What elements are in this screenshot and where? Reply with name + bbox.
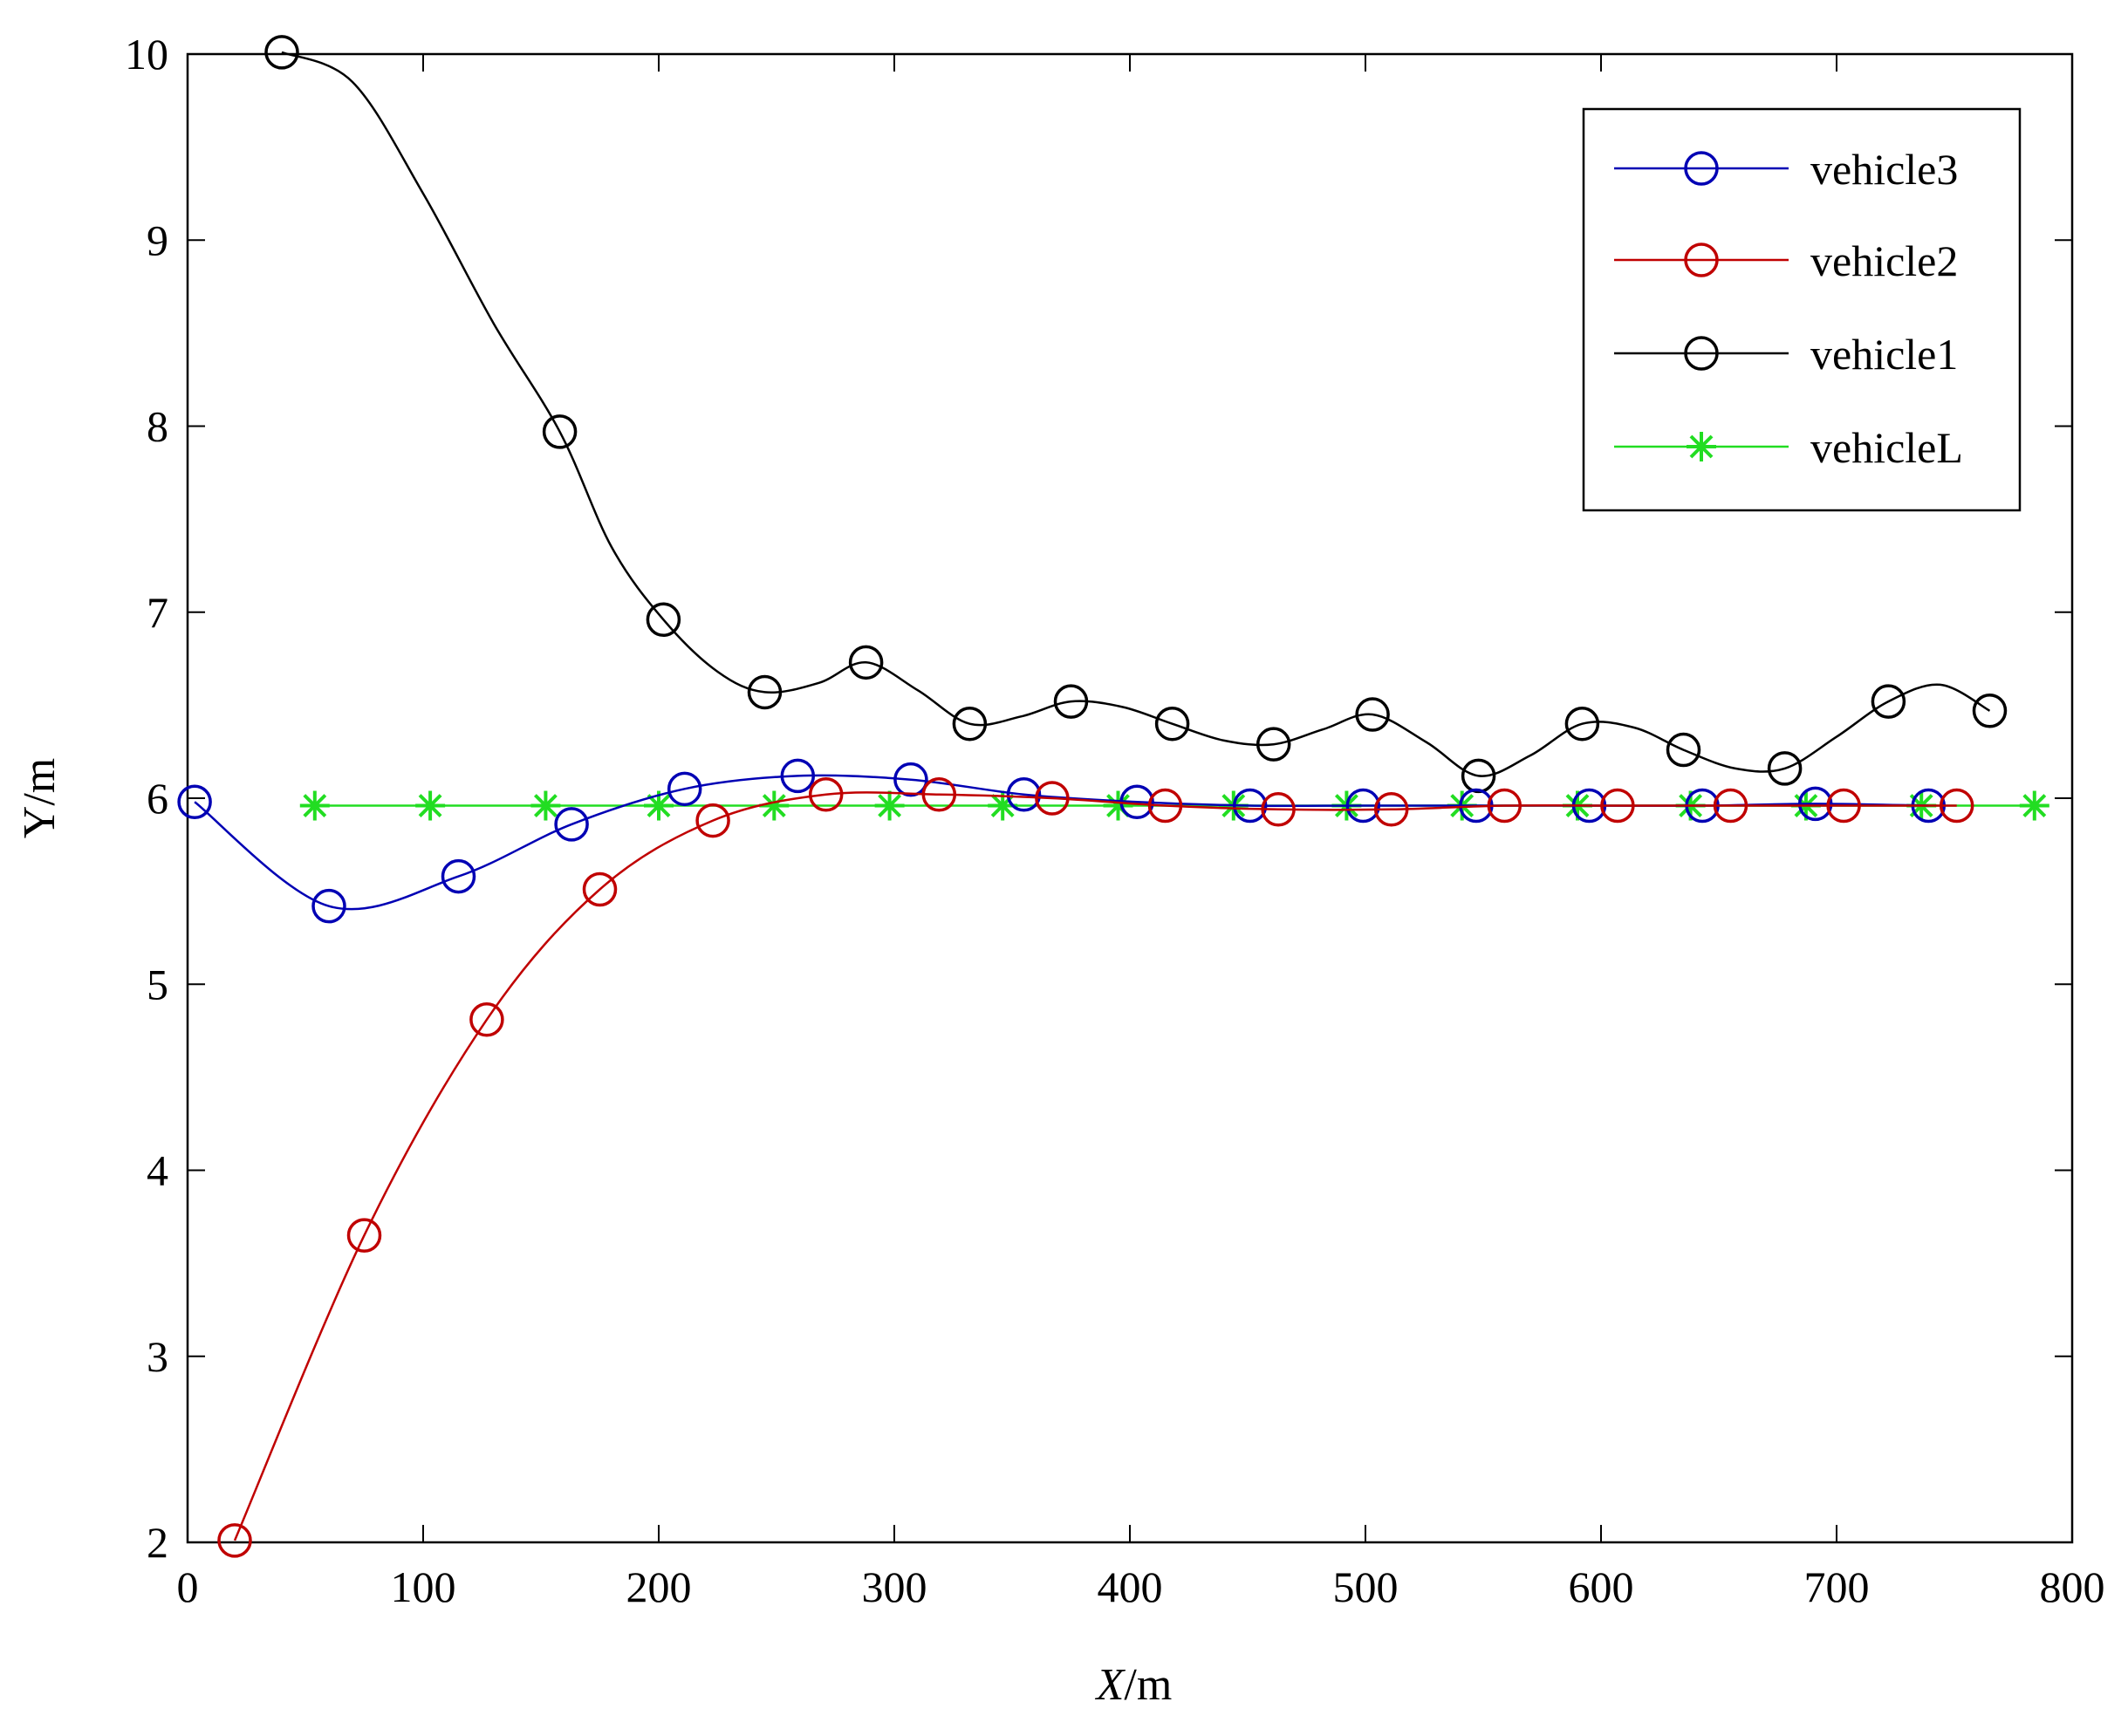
legend-label: vehicleL: [1810, 423, 1963, 472]
x-tick-label: 400: [1098, 1562, 1163, 1611]
legend-box: [1582, 107, 2022, 512]
data-point-vehicle2: [808, 776, 844, 812]
data-point-vehicle1: [952, 706, 988, 742]
data-point-vehicle3: [441, 858, 476, 894]
data-point-vehicle3: [1345, 788, 1381, 824]
legend-marker: [1684, 336, 1719, 371]
data-point-vehicle3: [667, 771, 702, 807]
legend-marker: [1687, 432, 1716, 461]
series-line-vehicle2: [233, 791, 1957, 1541]
data-point-vehicle2: [582, 871, 618, 907]
data-point-vehicle2: [1147, 788, 1183, 824]
series-vehicle2: [217, 776, 1974, 1558]
y-tick-label: 4: [147, 1146, 168, 1195]
data-point-vehicle1: [1666, 732, 1701, 768]
data-point-vehicle1: [646, 602, 681, 638]
axis-ticks: [187, 53, 2073, 1543]
y-tick-label: 8: [147, 402, 168, 451]
data-point-vehicle2: [1373, 792, 1409, 827]
data-point-vehicle3: [780, 758, 816, 794]
y-tick-label: 10: [125, 30, 168, 79]
data-point-vehicle3: [893, 762, 928, 797]
data-point-vehicle2: [1035, 781, 1070, 816]
x-tick-label: 200: [626, 1562, 692, 1611]
legend-label: vehicle2: [1810, 236, 1958, 285]
data-point-vehicleL: [874, 790, 905, 821]
data-point-vehicle2: [1600, 788, 1635, 824]
legend-marker: [1684, 243, 1719, 277]
y-axis-label: Y/m: [15, 758, 65, 838]
data-point-vehicle1: [848, 645, 884, 680]
data-point-vehicleL: [530, 790, 561, 821]
data-point-vehicle2: [469, 1002, 504, 1037]
series-line-vehicle1: [281, 51, 1991, 777]
data-point-vehicle1: [1871, 684, 1906, 719]
legend-item-vehicle2: vehicle2: [1614, 236, 1958, 285]
series-vehicle1: [264, 35, 2008, 794]
data-point-vehicle3: [1797, 786, 1833, 822]
series-layer: [177, 35, 2049, 1558]
data-point-vehicle3: [311, 888, 346, 924]
data-point-vehicleL: [2019, 790, 2049, 821]
y-tick-label: 3: [147, 1332, 168, 1381]
data-point-vehicleL: [759, 790, 790, 821]
legend-marker: [1684, 151, 1719, 186]
y-tick-label: 7: [147, 588, 168, 637]
data-point-vehicle1: [542, 414, 578, 449]
x-tick-label: 600: [1569, 1562, 1634, 1611]
x-tick-labels: 0 100 200 300 400 500 600 700 800: [177, 1562, 2105, 1611]
y-tick-label: 9: [147, 215, 168, 264]
data-point-vehicle3: [1006, 776, 1042, 812]
data-point-vehicle1: [1256, 727, 1291, 762]
y-tick-label: 2: [147, 1518, 168, 1567]
data-point-vehicle1: [1767, 751, 1803, 786]
data-point-vehicle2: [1826, 788, 1861, 824]
legend-item-vehicle1: vehicle1: [1614, 330, 1958, 379]
legend: vehicle3 vehicle2 vehicle1 vehicleL: [1582, 107, 2022, 512]
data-point-vehicle2: [1261, 792, 1296, 827]
data-point-vehicle2: [921, 776, 957, 812]
data-point-vehicle1: [1154, 706, 1190, 742]
x-tick-label: 300: [862, 1562, 927, 1611]
data-point-vehicle2: [695, 803, 730, 838]
x-tick-label: 0: [177, 1562, 199, 1611]
x-axis-label-unit: /m: [1124, 1660, 1172, 1710]
data-point-vehicle1: [264, 35, 299, 70]
x-tick-label: 800: [2040, 1562, 2105, 1611]
data-point-vehicleL: [415, 790, 446, 821]
legend-item-vehicleL: vehicleL: [1614, 423, 1963, 472]
data-point-vehicle2: [346, 1218, 382, 1253]
data-point-vehicle2: [1939, 788, 1974, 824]
x-tick-label: 500: [1333, 1562, 1399, 1611]
data-point-vehicle1: [1355, 697, 1390, 732]
data-point-vehicle2: [217, 1523, 252, 1558]
x-tick-label: 100: [391, 1562, 456, 1611]
data-point-vehicle1: [1564, 706, 1600, 742]
legend-label: vehicle1: [1810, 330, 1958, 379]
data-point-vehicle1: [1972, 694, 2008, 728]
data-point-vehicle2: [1487, 788, 1522, 824]
data-point-vehicle3: [554, 807, 589, 842]
x-axis-label-italic: X: [1095, 1660, 1126, 1710]
data-point-vehicle1: [1053, 684, 1089, 719]
legend-label: vehicle3: [1810, 145, 1958, 194]
data-point-vehicle3: [177, 784, 212, 820]
data-point-vehicle2: [1713, 788, 1748, 824]
legend-item-vehicle3: vehicle3: [1614, 145, 1958, 194]
x-tick-label: 700: [1804, 1562, 1870, 1611]
y-tick-labels: 2 3 4 5 6 7 8 9 10: [125, 30, 168, 1567]
data-point-vehicle1: [747, 674, 783, 710]
data-point-vehicleL: [299, 790, 330, 821]
y-tick-label: 5: [147, 960, 168, 1008]
legend-items: vehicle3 vehicle2 vehicle1 vehicleL: [1614, 145, 1963, 472]
data-point-vehicle3: [1232, 788, 1268, 824]
y-tick-label: 6: [147, 774, 168, 823]
x-axis-label: X/m: [1095, 1660, 1173, 1710]
